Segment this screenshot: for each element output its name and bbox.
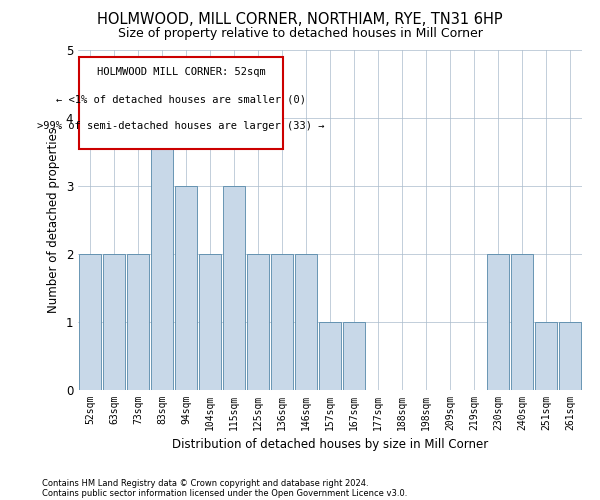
Text: Size of property relative to detached houses in Mill Corner: Size of property relative to detached ho…	[118, 28, 482, 40]
Text: HOLMWOOD MILL CORNER: 52sqm: HOLMWOOD MILL CORNER: 52sqm	[97, 67, 266, 77]
Bar	[511, 254, 533, 390]
Text: Contains public sector information licensed under the Open Government Licence v3: Contains public sector information licen…	[42, 488, 407, 498]
Bar	[487, 254, 509, 390]
Y-axis label: Number of detached properties: Number of detached properties	[47, 127, 60, 313]
Bar	[223, 186, 245, 390]
Bar	[175, 186, 197, 390]
X-axis label: Distribution of detached houses by size in Mill Corner: Distribution of detached houses by size …	[172, 438, 488, 452]
Bar	[319, 322, 341, 390]
Bar	[151, 118, 173, 390]
Bar	[535, 322, 557, 390]
Bar	[559, 322, 581, 390]
Bar	[271, 254, 293, 390]
Bar	[127, 254, 149, 390]
Bar	[343, 322, 365, 390]
Text: ← <1% of detached houses are smaller (0): ← <1% of detached houses are smaller (0)	[56, 94, 306, 104]
Text: HOLMWOOD, MILL CORNER, NORTHIAM, RYE, TN31 6HP: HOLMWOOD, MILL CORNER, NORTHIAM, RYE, TN…	[97, 12, 503, 28]
Bar	[247, 254, 269, 390]
Text: Contains HM Land Registry data © Crown copyright and database right 2024.: Contains HM Land Registry data © Crown c…	[42, 478, 368, 488]
FancyBboxPatch shape	[79, 57, 283, 148]
Bar	[79, 254, 101, 390]
Bar	[295, 254, 317, 390]
Text: >99% of semi-detached houses are larger (33) →: >99% of semi-detached houses are larger …	[37, 122, 325, 132]
Bar	[103, 254, 125, 390]
Bar	[199, 254, 221, 390]
